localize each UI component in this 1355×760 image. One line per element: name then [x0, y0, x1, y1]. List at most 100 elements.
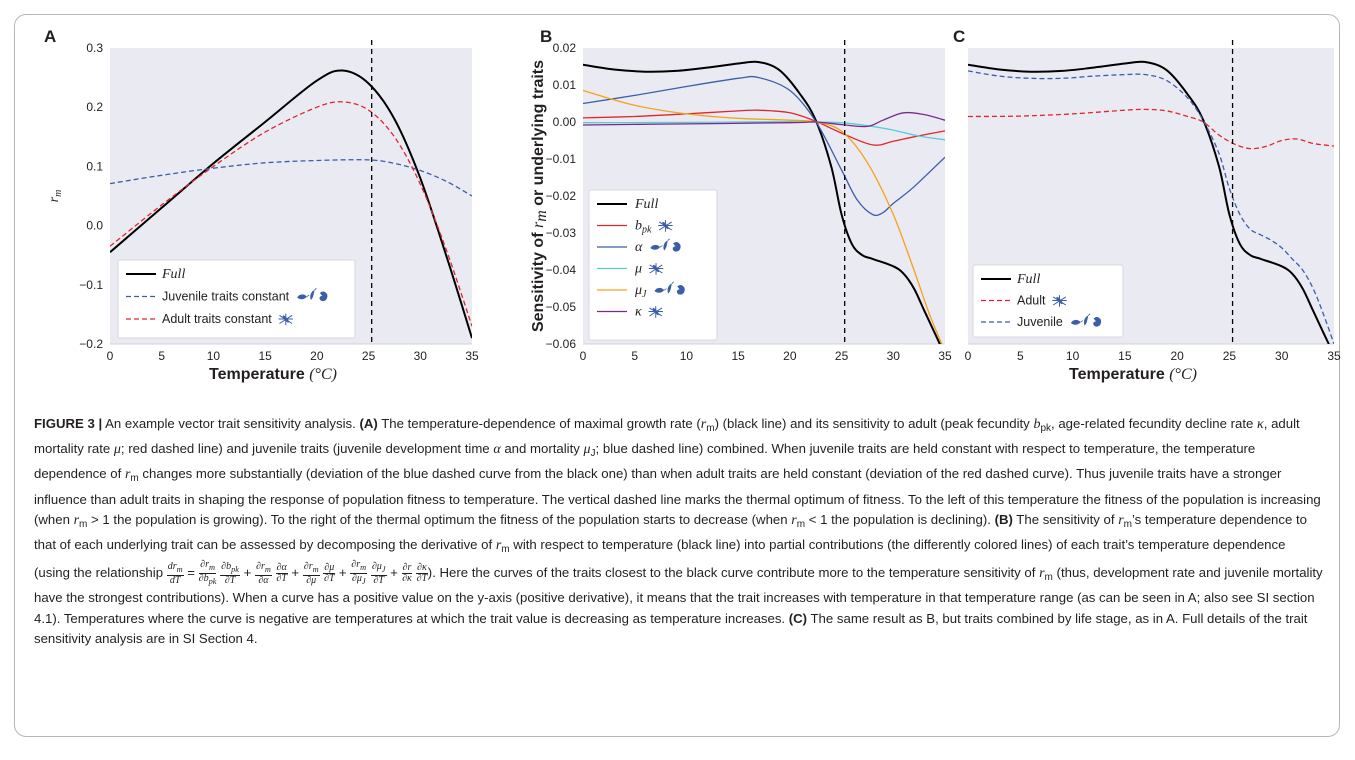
- legend-entry: μ: [597, 262, 664, 277]
- legend-entry: Full: [126, 267, 185, 282]
- y-tick-label: −0.04: [546, 263, 577, 277]
- series-line-adult-traits-constant: [110, 101, 472, 327]
- x-tick-label: 5: [631, 349, 638, 363]
- y-tick-label: −0.01: [546, 152, 577, 166]
- legend: Full Adult Juvenile: [972, 264, 1124, 338]
- y-axis-label: Sensitivity of rm or underlying traits: [530, 60, 550, 332]
- series-lines: [583, 60, 945, 344]
- x-tick-labels: 0 5 10 15 20 25 30 35: [965, 349, 1341, 363]
- figure-frame: [14, 14, 1340, 737]
- x-tick-label: 30: [414, 349, 428, 363]
- legend-label: Adult: [1017, 294, 1046, 308]
- x-tick-label: 25: [1223, 349, 1237, 363]
- legend-entry: Adult: [981, 294, 1068, 308]
- legend-box: [588, 189, 718, 341]
- mosquito-egg-raft-icon: [672, 242, 681, 252]
- x-tick-label: 25: [835, 349, 849, 363]
- y-tick-label: 0.02: [553, 41, 577, 55]
- panel-label: A: [44, 27, 56, 46]
- legend-entry: α: [597, 238, 681, 255]
- y-tick-label: −0.06: [546, 337, 577, 351]
- legend-entry: bpk: [597, 219, 674, 236]
- legend-label: Full: [161, 267, 185, 282]
- x-tick-label: 5: [1017, 349, 1024, 363]
- x-tick-label: 10: [1066, 349, 1080, 363]
- y-tick-label: −0.2: [79, 337, 103, 351]
- legend-box: [117, 259, 356, 339]
- legend-label: Adult traits constant: [162, 312, 272, 326]
- x-tick-label: 35: [1327, 349, 1341, 363]
- legend-entry: Juvenile traits constant: [126, 287, 328, 304]
- x-tick-label: 0: [107, 349, 114, 363]
- x-tick-label: 25: [362, 349, 376, 363]
- legend-label: μJ: [634, 283, 647, 300]
- x-tick-label: 20: [310, 349, 324, 363]
- legend-entry: μJ: [597, 281, 685, 300]
- x-tick-label: 20: [783, 349, 797, 363]
- legend-entry: Full: [597, 197, 658, 212]
- caption-text: An example vector trait sensitivity anal…: [34, 416, 1323, 646]
- x-tick-label: 20: [1170, 349, 1184, 363]
- x-tick-label: 30: [887, 349, 901, 363]
- y-tick-labels: 0.02 0.01 0.00 −0.01 −0.02 −0.03 −0.04 −0.05 −0.…: [546, 41, 577, 351]
- series-line-full: [968, 60, 1330, 344]
- figure-3: 0 5 10 15 20 25 30 35 −0.2 −0.1 0.0 0.1 0.2 0.3 A Tempe…: [44, 27, 1341, 383]
- panel-c: 0 5 10 15 20 25 30 35 C Temperature (°C) Full Adult…: [953, 27, 1341, 383]
- y-tick-label: 0.1: [86, 159, 103, 173]
- legend-label: μ: [634, 262, 642, 277]
- panel-a: 0 5 10 15 20 25 30 35 −0.2 −0.1 0.0 0.1 0.2 0.3 A Tempe…: [44, 27, 479, 383]
- y-tick-label: −0.03: [546, 226, 577, 240]
- legend-label: bpk: [635, 219, 652, 236]
- y-tick-label: 0.2: [86, 100, 103, 114]
- x-axis-label: Temperature (°C): [209, 366, 337, 383]
- y-tick-label: 0.3: [86, 41, 103, 55]
- series-line--: [583, 75, 945, 217]
- y-tick-label: 0.01: [553, 78, 577, 92]
- x-tick-label: 15: [1118, 349, 1132, 363]
- y-tick-label: −0.1: [79, 278, 103, 292]
- y-tick-labels: −0.2 −0.1 0.0 0.1 0.2 0.3: [79, 41, 103, 351]
- x-tick-labels: 0 5 10 15 20 25 30 35: [107, 349, 479, 363]
- legend: Full bpk αμ μJ κ: [588, 189, 718, 341]
- x-tick-labels: 0 5 10 15 20 25 30 35: [580, 349, 952, 363]
- legend-label: Full: [1016, 272, 1040, 287]
- series-line--: [583, 120, 945, 141]
- x-tick-label: 15: [258, 349, 272, 363]
- mosquito-egg-raft-icon: [1093, 317, 1102, 327]
- series-line-juvenile: [968, 70, 1334, 344]
- figure-label: FIGURE 3 |: [34, 416, 103, 431]
- legend-entry: κ: [597, 305, 664, 320]
- x-tick-label: 0: [965, 349, 972, 363]
- legend-entry: Full: [981, 272, 1040, 287]
- series-line-juvenile-traits-constant: [110, 159, 472, 197]
- x-axis-label: Temperature (°C): [1069, 366, 1197, 383]
- legend-label: Juvenile traits constant: [162, 290, 290, 304]
- legend-label: α: [635, 240, 643, 255]
- y-tick-label: −0.02: [546, 189, 577, 203]
- series-line-adult: [968, 108, 1334, 150]
- x-tick-label: 15: [731, 349, 745, 363]
- series-line-b-pk: [583, 109, 945, 146]
- panel-label: C: [953, 27, 965, 46]
- series-lines: [968, 60, 1334, 344]
- y-tick-label: 0.0: [86, 219, 103, 233]
- y-axis-label: rm: [47, 190, 64, 203]
- x-tick-label: 5: [158, 349, 165, 363]
- figure-caption: FIGURE 3 | An example vector trait sensi…: [34, 414, 1324, 649]
- series-line-full: [583, 60, 941, 344]
- y-tick-label: −0.05: [546, 300, 577, 314]
- x-tick-label: 35: [465, 349, 479, 363]
- legend-label: Full: [634, 197, 658, 212]
- series-lines: [110, 69, 472, 339]
- x-tick-label: 30: [1275, 349, 1289, 363]
- y-tick-label: 0.00: [553, 115, 577, 129]
- x-tick-label: 35: [938, 349, 952, 363]
- x-tick-label: 10: [207, 349, 221, 363]
- mosquito-egg-raft-icon: [676, 285, 685, 295]
- legend: Full Juvenile traits constant Adult traits…: [117, 259, 356, 339]
- legend-label: Juvenile: [1017, 315, 1063, 329]
- legend-entry: Adult traits constant: [126, 312, 294, 326]
- legend-label: κ: [635, 305, 642, 320]
- mosquito-egg-raft-icon: [319, 291, 328, 302]
- legend-entry: Juvenile: [981, 313, 1102, 329]
